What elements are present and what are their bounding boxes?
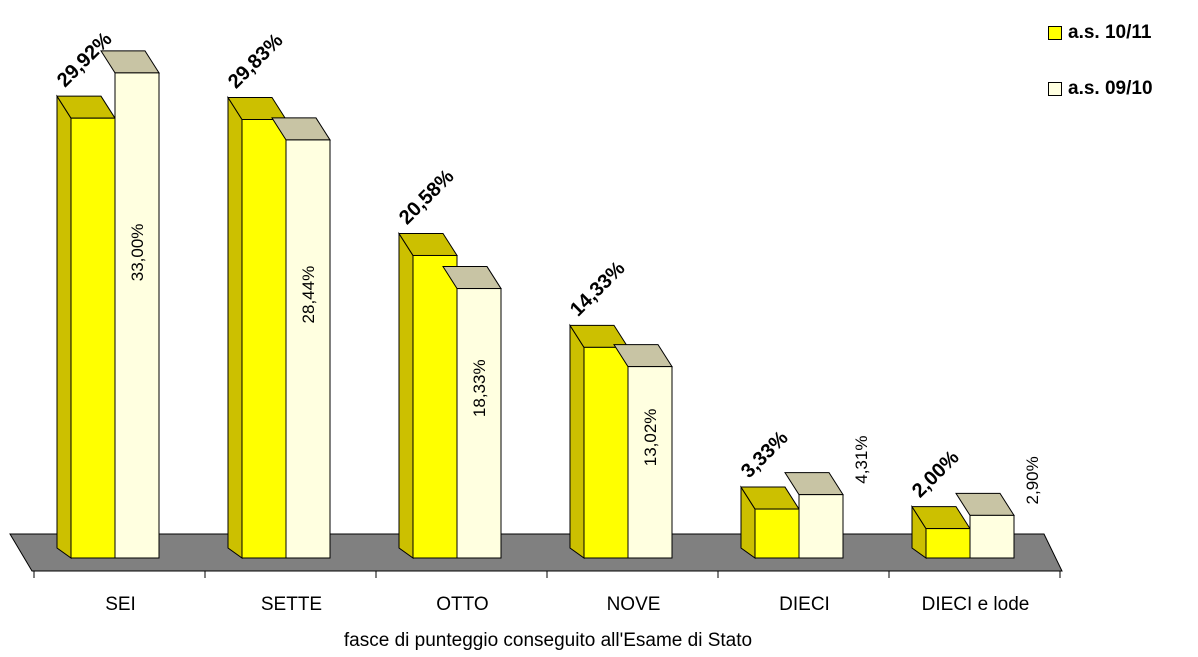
data-label-series-1: 2,00% xyxy=(908,446,964,502)
legend-item-series-1: a.s. 10/11 xyxy=(1048,22,1153,44)
data-label-series-1: 3,33% xyxy=(737,427,793,483)
data-label-series-2: 13,02% xyxy=(641,409,660,467)
data-label-series-1: 29,83% xyxy=(224,29,288,93)
bar-1 xyxy=(569,323,629,559)
legend-swatch-series-1 xyxy=(1048,26,1062,40)
bar-1 xyxy=(398,231,458,559)
x-tick-label: DIECI e lode xyxy=(922,594,1030,615)
legend-swatch-series-2 xyxy=(1048,82,1062,96)
data-label-series-2: 2,90% xyxy=(1023,456,1042,504)
bar-2 xyxy=(955,492,1015,559)
x-tick-label: NOVE xyxy=(607,594,661,615)
bar-2 xyxy=(784,472,844,559)
legend-label-series-2: a.s. 09/10 xyxy=(1068,78,1153,99)
x-tick-label: DIECI xyxy=(779,594,830,615)
bar-1 xyxy=(911,504,971,559)
legend: a.s. 10/11 a.s. 09/10 xyxy=(1048,22,1153,134)
data-label-series-1: 14,33% xyxy=(566,257,630,321)
data-label-series-1: 20,58% xyxy=(395,165,459,229)
bar-2 xyxy=(613,344,673,559)
bar-2 xyxy=(100,50,160,559)
bar-1 xyxy=(740,485,800,559)
bar-2 xyxy=(442,266,502,559)
data-label-series-2: 28,44% xyxy=(299,266,318,324)
data-label-series-2: 33,00% xyxy=(128,224,147,282)
bar-2 xyxy=(271,117,331,559)
data-label-series-2: 18,33% xyxy=(470,359,489,417)
data-label-series-2: 4,31% xyxy=(852,436,871,484)
legend-label-series-1: a.s. 10/11 xyxy=(1068,22,1152,43)
bar-1 xyxy=(227,95,287,559)
legend-item-series-2: a.s. 09/10 xyxy=(1048,78,1153,100)
bar-1 xyxy=(56,94,116,559)
x-tick-label: SETTE xyxy=(261,594,322,615)
x-tick-label: SEI xyxy=(105,594,136,615)
chart-floor xyxy=(9,533,1063,572)
x-tick-label: OTTO xyxy=(436,594,488,615)
x-axis-title: fasce di punteggio conseguito all'Esame … xyxy=(344,630,752,651)
